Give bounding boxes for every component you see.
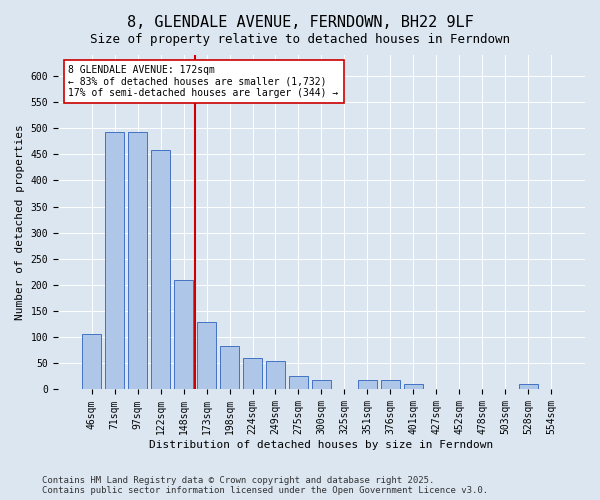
Text: 8 GLENDALE AVENUE: 172sqm
← 83% of detached houses are smaller (1,732)
17% of se: 8 GLENDALE AVENUE: 172sqm ← 83% of detac… [68,65,338,98]
Bar [289,376,308,390]
Bar [518,384,538,390]
Bar [358,380,377,390]
Bar [220,346,239,390]
Bar [105,132,124,390]
Bar [243,358,262,390]
Bar [82,334,101,390]
Bar [380,380,400,390]
X-axis label: Distribution of detached houses by size in Ferndown: Distribution of detached houses by size … [149,440,494,450]
Bar [197,322,217,390]
Text: Size of property relative to detached houses in Ferndown: Size of property relative to detached ho… [90,32,510,46]
Text: Contains HM Land Registry data © Crown copyright and database right 2025.
Contai: Contains HM Land Registry data © Crown c… [42,476,488,495]
Bar [266,360,285,390]
Y-axis label: Number of detached properties: Number of detached properties [15,124,25,320]
Bar [151,150,170,390]
Bar [128,132,148,390]
Bar [404,384,423,390]
Text: 8, GLENDALE AVENUE, FERNDOWN, BH22 9LF: 8, GLENDALE AVENUE, FERNDOWN, BH22 9LF [127,15,473,30]
Bar [174,280,193,390]
Bar [311,380,331,390]
